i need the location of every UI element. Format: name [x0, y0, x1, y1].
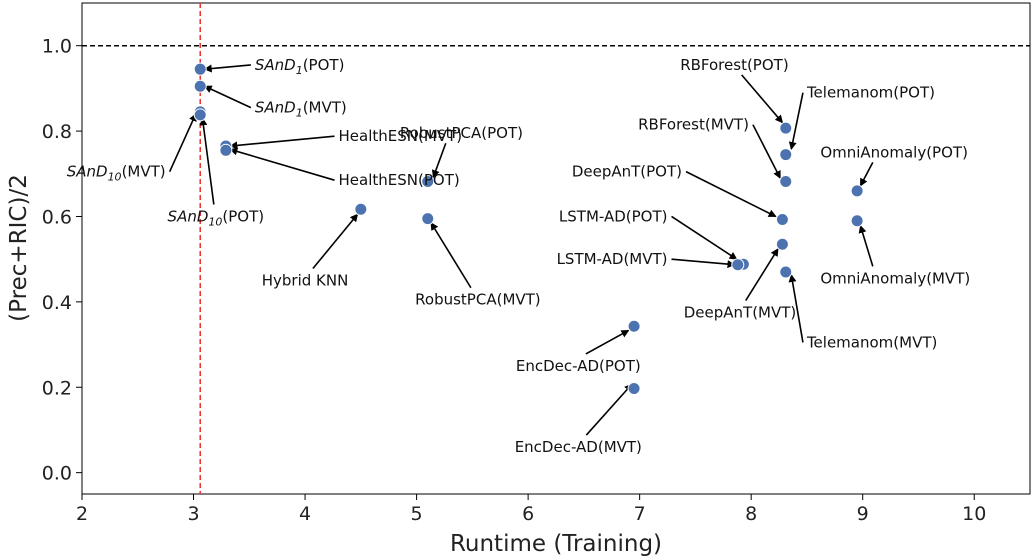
annotation-arrow	[752, 124, 781, 179]
annotation-label-main: SAnD	[255, 99, 296, 117]
x-tick-label: 6	[522, 503, 534, 525]
annotation-label: RobustPCA(MVT)	[415, 291, 541, 309]
annotation-label: EncDec-AD(POT)	[516, 357, 641, 375]
annotation-label: OmniAnomaly(MVT)	[820, 269, 970, 287]
annotation-arrow	[685, 170, 777, 218]
annotation-arrow	[788, 92, 804, 150]
annotation-arrow	[741, 74, 784, 124]
annotation-label-main: SAnD	[168, 207, 209, 225]
annotation-arrow	[229, 147, 335, 181]
annotation-label-main: SAnD	[255, 56, 296, 74]
annotation-label: SAnD1(POT)	[255, 56, 345, 77]
data-point	[850, 214, 864, 228]
x-tick-label: 5	[411, 503, 423, 525]
annotation-label: RBForest(MVT)	[638, 116, 749, 134]
annotation-label-subscript: 10	[108, 171, 122, 184]
x-tick-label: 7	[634, 503, 646, 525]
annotation-label: HealthESN(POT)	[339, 171, 460, 189]
annotation-label: Telemanom(POT)	[806, 84, 935, 102]
annotation-label: RBForest(POT)	[680, 56, 788, 74]
annotation-arrow	[788, 273, 804, 343]
data-point	[779, 174, 793, 188]
annotation-label-suffix: (MVT)	[303, 99, 347, 117]
annotation-arrow	[859, 162, 874, 187]
annotation-label-suffix: (POT)	[222, 207, 264, 225]
x-tick-label: 3	[187, 503, 199, 525]
annotation-arrows	[168, 64, 874, 436]
annotation-label: SAnD1(MVT)	[255, 99, 347, 120]
y-tick-label: 0.2	[42, 377, 72, 399]
x-axis: 2 3 4 5 6 7 8 9 10	[76, 494, 986, 525]
annotation-arrow	[585, 329, 630, 355]
annotation-arrow	[671, 258, 736, 269]
annotation-label: SAnD10(POT)	[168, 207, 265, 228]
data-point	[731, 258, 745, 272]
x-axis-title: Runtime (Training)	[450, 531, 662, 557]
data-point	[779, 148, 793, 162]
data-point	[775, 237, 789, 251]
annotation-label: EncDec-AD(MVT)	[515, 438, 642, 456]
x-tick-label: 8	[745, 503, 757, 525]
data-point	[850, 184, 864, 198]
annotation-label: OmniAnomaly(POT)	[820, 143, 968, 161]
annotation-arrow	[858, 224, 874, 267]
annotation-label: Hybrid KNN	[262, 272, 349, 290]
annotation-label: Telemanom(MVT)	[806, 333, 937, 351]
annotation-arrow	[312, 213, 359, 270]
plot-area	[81, 2, 1031, 495]
data-point	[779, 121, 793, 135]
data-point	[779, 265, 793, 279]
y-tick-label: 0.0	[42, 463, 72, 485]
data-point	[193, 62, 207, 76]
annotation-arrow	[199, 117, 215, 205]
x-tick-label: 2	[76, 503, 88, 525]
annotation-label: HealthESN(MVT)	[339, 127, 463, 145]
annotation-label-suffix: (MVT)	[122, 163, 166, 181]
y-axis-title: (Prec+RIC)/2	[6, 174, 32, 322]
annotation-arrow	[671, 215, 738, 260]
annotation-labels: SAnD1(POT)SAnD1(MVT)SAnD10(MVT)SAnD10(PO…	[67, 56, 971, 456]
annotation-label-subscript: 1	[296, 64, 303, 77]
data-point	[421, 212, 435, 226]
annotation-label: SAnD10(MVT)	[67, 163, 166, 184]
y-tick-label: 0.6	[42, 206, 72, 228]
annotation-label-subscript: 10	[208, 215, 222, 228]
data-point	[354, 202, 368, 216]
data-points	[193, 62, 864, 396]
annotation-arrow	[203, 85, 252, 109]
annotation-arrow	[431, 142, 447, 179]
annotation-label: LSTM-AD(POT)	[559, 207, 668, 225]
x-tick-label: 9	[857, 503, 869, 525]
data-point	[193, 108, 207, 122]
annotation-arrow	[168, 113, 197, 172]
annotation-label: DeepAnT(MVT)	[684, 304, 797, 322]
annotation-arrow	[745, 248, 779, 301]
annotation-label: DeepAnT(POT)	[572, 163, 682, 181]
data-point	[627, 319, 641, 333]
annotation-label: RobustPCA(POT)	[400, 124, 523, 142]
data-point	[421, 174, 435, 188]
x-tick-label: 4	[299, 503, 311, 525]
annotation-label: LSTM-AD(MVT)	[557, 250, 668, 268]
y-tick-label: 1.0	[42, 36, 72, 58]
annotation-arrow	[585, 383, 633, 436]
annotation-label-subscript: 1	[296, 107, 303, 120]
y-tick-label: 0.4	[42, 292, 72, 314]
data-point	[627, 382, 641, 396]
annotation-arrow	[229, 135, 335, 150]
annotation-arrow	[430, 222, 472, 289]
annotation-arrow	[203, 64, 251, 73]
data-point	[775, 212, 789, 226]
x-tick-label: 10	[962, 503, 986, 525]
y-tick-label: 0.8	[42, 121, 72, 143]
data-point	[193, 79, 207, 93]
y-axis: 0.0 0.2 0.4 0.6 0.8 1.0	[42, 36, 82, 485]
annotation-label-main: SAnD	[67, 163, 108, 181]
annotation-label-suffix: (POT)	[303, 56, 345, 74]
data-point	[219, 143, 233, 157]
